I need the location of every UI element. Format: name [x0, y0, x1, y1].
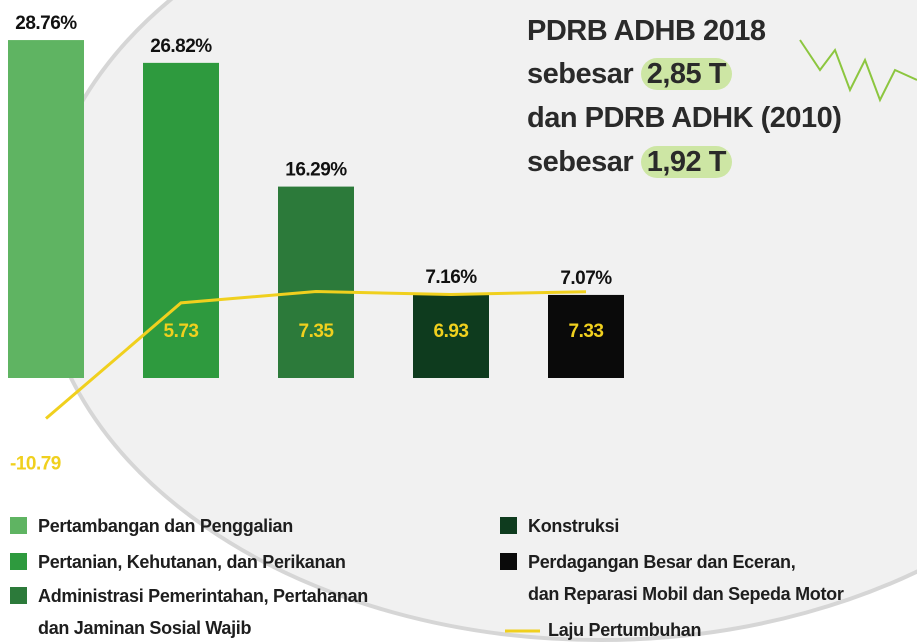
line-label: 7.35	[299, 321, 335, 342]
legend-label: Laju Pertumbuhan	[548, 614, 701, 643]
legend-swatch	[500, 553, 517, 570]
legend-swatch	[10, 587, 27, 604]
data-label: 26.82%	[150, 36, 212, 57]
bar	[8, 40, 84, 378]
legend-swatch	[500, 517, 517, 534]
legend-swatch	[10, 517, 27, 534]
line-label: 6.93	[434, 321, 469, 342]
legend-label: Perdagangan Besar dan Eceran, dan Repara…	[528, 546, 844, 610]
annotation: sebesar 2,85 T	[527, 58, 732, 91]
legend-label: Konstruksi	[528, 510, 619, 542]
annotation: sebesar 1,92 T	[527, 146, 732, 179]
legend-label: Administrasi Pemerintahan, Pertahanan da…	[38, 580, 368, 643]
data-label: 28.76%	[15, 13, 77, 34]
line-label: 5.73	[164, 321, 199, 342]
line-label: 7.33	[569, 321, 604, 342]
annotation: sebesar	[527, 146, 633, 178]
annotation-highlight: 2,85 T	[641, 58, 732, 90]
legend-label: Pertanian, Kehutanan, dan Perikanan	[38, 546, 346, 578]
bar	[278, 187, 354, 378]
annotation: PDRB ADHB 2018	[527, 15, 766, 48]
annotation: sebesar	[527, 58, 633, 90]
legend-label: Pertambangan dan Penggalian	[38, 510, 293, 542]
chart: 28.76% 26.82% 16.29% 7.16% 7.07% -10.79 5.73 7.…	[0, 0, 917, 643]
annotation-highlight: 1,92 T	[641, 146, 732, 178]
data-label: 7.07%	[560, 268, 612, 289]
data-label: 7.16%	[425, 267, 477, 288]
legend-swatch	[10, 553, 27, 570]
annotation: dan PDRB ADHK (2010)	[527, 102, 841, 135]
line-label: -10.79	[10, 454, 61, 475]
data-label: 16.29%	[285, 160, 347, 181]
